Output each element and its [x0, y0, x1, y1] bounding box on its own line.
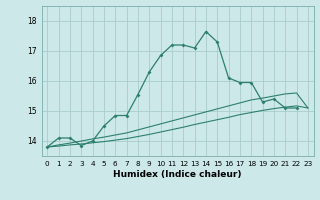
X-axis label: Humidex (Indice chaleur): Humidex (Indice chaleur)	[113, 170, 242, 179]
